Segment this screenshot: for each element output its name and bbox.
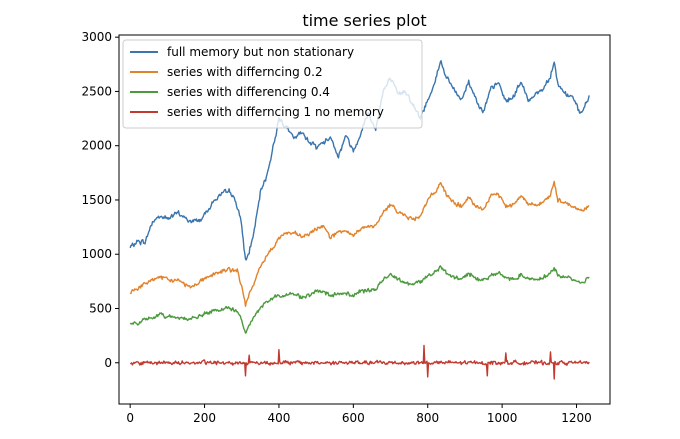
- legend-label: series with differencing 0.4: [167, 85, 330, 99]
- plot-lines: [129, 60, 590, 380]
- y-axis: 0 500 1000 1500 2000 2500 3000: [81, 30, 119, 370]
- legend-label: full memory but non stationary: [167, 45, 354, 59]
- y-tick-label: 500: [89, 301, 112, 315]
- y-tick-label: 2000: [81, 139, 112, 153]
- series-line-1: [129, 60, 590, 261]
- series-line-4: [130, 344, 590, 380]
- y-tick-label: 1000: [81, 247, 112, 261]
- legend-label: series with differncing 1 no memory: [167, 105, 384, 119]
- x-tick-label: 400: [267, 411, 290, 425]
- legend-box: [122, 39, 423, 129]
- x-tick-label: 800: [416, 411, 439, 425]
- y-tick-label: 1500: [81, 193, 112, 207]
- y-tick-label: 3000: [81, 30, 112, 44]
- y-tick-label: 2500: [81, 84, 112, 98]
- plot-area-frame: [118, 34, 611, 405]
- x-tick-label: 600: [342, 411, 365, 425]
- x-tick-label: 0: [126, 411, 134, 425]
- chart-title: time series plot: [302, 11, 426, 30]
- legend-entries: full memory but non stationary series wit…: [130, 45, 384, 119]
- legend: full memory but non stationary series wit…: [122, 39, 423, 129]
- series-line-3: [129, 265, 590, 334]
- x-tick-label: 1200: [561, 411, 592, 425]
- series-line-2: [129, 180, 590, 307]
- x-axis: 0 200 400 600 800 1000 1200: [126, 404, 592, 425]
- legend-label: series with differncing 0.2: [167, 65, 323, 79]
- y-tick-label: 0: [104, 356, 112, 370]
- x-tick-label: 200: [193, 411, 216, 425]
- x-tick-label: 1000: [487, 411, 518, 425]
